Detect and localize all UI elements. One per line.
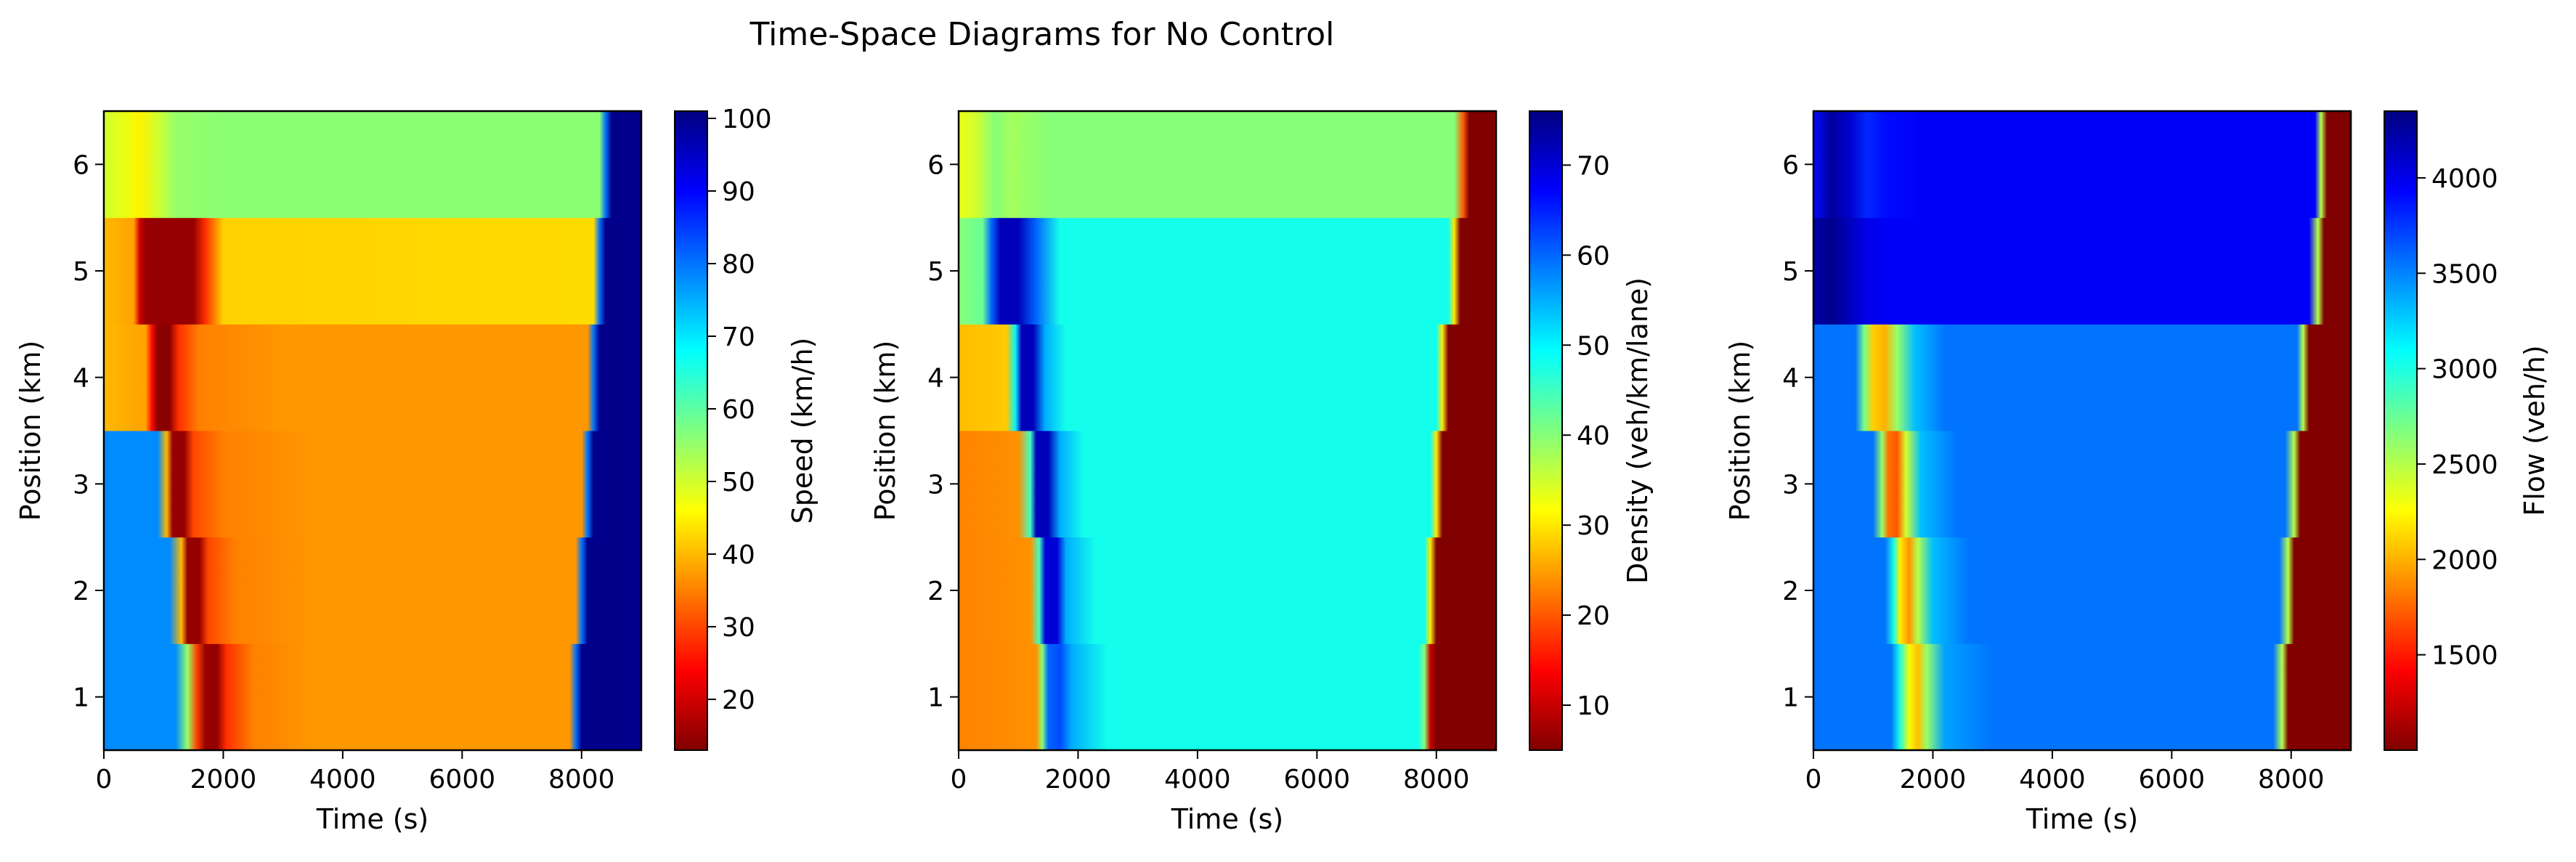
colorbar-tick-label: 40 (1577, 421, 1610, 451)
y-tick-label: 5 (927, 257, 944, 287)
colorbar (2384, 110, 2418, 751)
heatmap-row (959, 324, 1496, 431)
y-tick-label: 1 (927, 683, 944, 713)
colorbar-tick-label: 70 (722, 322, 755, 352)
colorbar-tick-label: 80 (722, 250, 755, 280)
axes-frame (1812, 110, 2352, 752)
heatmap-row (104, 537, 641, 644)
heatmap-row (959, 643, 1496, 751)
x-tick-label: 4000 (1164, 765, 1231, 794)
y-tick-label: 4 (1782, 364, 1799, 394)
y-tick-label: 5 (1782, 257, 1799, 287)
y-tick-label: 2 (927, 577, 944, 606)
colorbar-tick-label: 100 (722, 105, 772, 134)
chart-panel: 0 2000 4000 6000 8000 1 2 3 4 5 6 Time (s) Position … (1724, 110, 2551, 835)
colorbar-tick-label: 60 (722, 395, 755, 425)
colorbar-tick-label: 20 (722, 686, 755, 715)
colorbar-tick-label: 50 (722, 468, 755, 497)
y-tick-label: 3 (927, 470, 944, 500)
colorbar-tick-label: 40 (722, 540, 755, 570)
x-axis-label: Time (s) (316, 803, 429, 835)
colorbar-tick-label: 2000 (2431, 545, 2498, 575)
y-tick-label: 3 (1782, 470, 1799, 500)
colorbar-label: Flow (veh/h) (2519, 345, 2551, 516)
colorbar-label: Speed (km/h) (787, 338, 818, 524)
x-tick-label: 4000 (2019, 765, 2086, 794)
y-axis-label: Position (km) (869, 341, 901, 521)
y-axis-label: Position (km) (15, 341, 46, 521)
y-tick-label: 6 (927, 150, 944, 180)
heatmap-row (1813, 111, 2351, 219)
y-tick-label: 4 (73, 364, 89, 394)
heatmap-row (1813, 431, 2351, 538)
y-tick-label: 2 (1782, 577, 1799, 606)
colorbar (674, 110, 708, 751)
chart-panel: 0 2000 4000 6000 8000 1 2 3 4 5 6 Time (s) Position … (869, 110, 1654, 835)
colorbar-tick-label: 1500 (2431, 641, 2498, 671)
y-tick-label: 6 (73, 150, 89, 180)
x-tick-label: 2000 (1900, 765, 1967, 794)
x-tick-label: 8000 (1403, 765, 1470, 794)
colorbar-tick-label: 90 (722, 177, 755, 207)
heatmap-row (104, 643, 641, 751)
colorbar-tick-label: 4000 (2431, 164, 2498, 194)
x-tick-label: 0 (951, 765, 967, 794)
heatmap-row (959, 217, 1496, 325)
heatmap-row (104, 111, 641, 219)
colorbar-tick-label: 3500 (2431, 259, 2498, 289)
colorbar-tick-label: 30 (1577, 511, 1610, 541)
colorbar-label: Density (veh/km/lane) (1622, 277, 1654, 584)
heatmap-row (1813, 324, 2351, 431)
y-tick-label: 1 (1782, 683, 1799, 713)
x-tick-label: 6000 (1284, 765, 1351, 794)
heatmap-row (959, 431, 1496, 538)
heatmap-row (1813, 643, 2351, 751)
colorbar-tick-label: 10 (1577, 691, 1610, 721)
x-tick-label: 8000 (548, 765, 615, 794)
y-tick-label: 3 (73, 470, 89, 500)
colorbar-tick-label: 2500 (2431, 450, 2498, 480)
colorbar-tick-label: 3000 (2431, 355, 2498, 385)
colorbar-tick-label: 70 (1577, 151, 1610, 181)
y-axis-label: Position (km) (1724, 341, 1756, 521)
axes-frame (957, 110, 1498, 752)
y-tick-label: 6 (1782, 150, 1799, 180)
colorbar (1529, 110, 1563, 751)
x-tick-label: 2000 (1045, 765, 1112, 794)
heatmap-row (1813, 537, 2351, 644)
x-axis-label: Time (s) (2026, 803, 2139, 835)
x-tick-label: 8000 (2258, 765, 2325, 794)
x-tick-label: 6000 (2139, 765, 2206, 794)
x-tick-label: 2000 (190, 765, 257, 794)
colorbar-tick-label: 50 (1577, 331, 1610, 361)
y-tick-label: 5 (73, 257, 89, 287)
y-tick-label: 1 (73, 683, 89, 713)
heatmap-row (104, 431, 641, 538)
heatmap-row (104, 324, 641, 431)
x-tick-label: 0 (96, 765, 113, 794)
heatmap-row (959, 111, 1496, 219)
chart-panel: 0 2000 4000 6000 8000 1 2 3 4 5 6 Time (s) Position … (15, 105, 818, 835)
y-tick-label: 4 (927, 364, 944, 394)
colorbar-tick-label: 30 (722, 613, 755, 643)
heatmap-row (1813, 217, 2351, 325)
colorbar-tick-label: 60 (1577, 241, 1610, 271)
x-tick-label: 6000 (429, 765, 496, 794)
heatmap-row (959, 537, 1496, 644)
heatmap-row (104, 217, 641, 325)
colorbar-tick-label: 20 (1577, 601, 1610, 631)
axes-frame (102, 110, 643, 752)
x-tick-label: 4000 (309, 765, 376, 794)
x-axis-label: Time (s) (1171, 803, 1284, 835)
figure-title: Time-Space Diagrams for No Control (749, 16, 1335, 53)
y-tick-label: 2 (73, 577, 89, 606)
x-tick-label: 0 (1805, 765, 1822, 794)
